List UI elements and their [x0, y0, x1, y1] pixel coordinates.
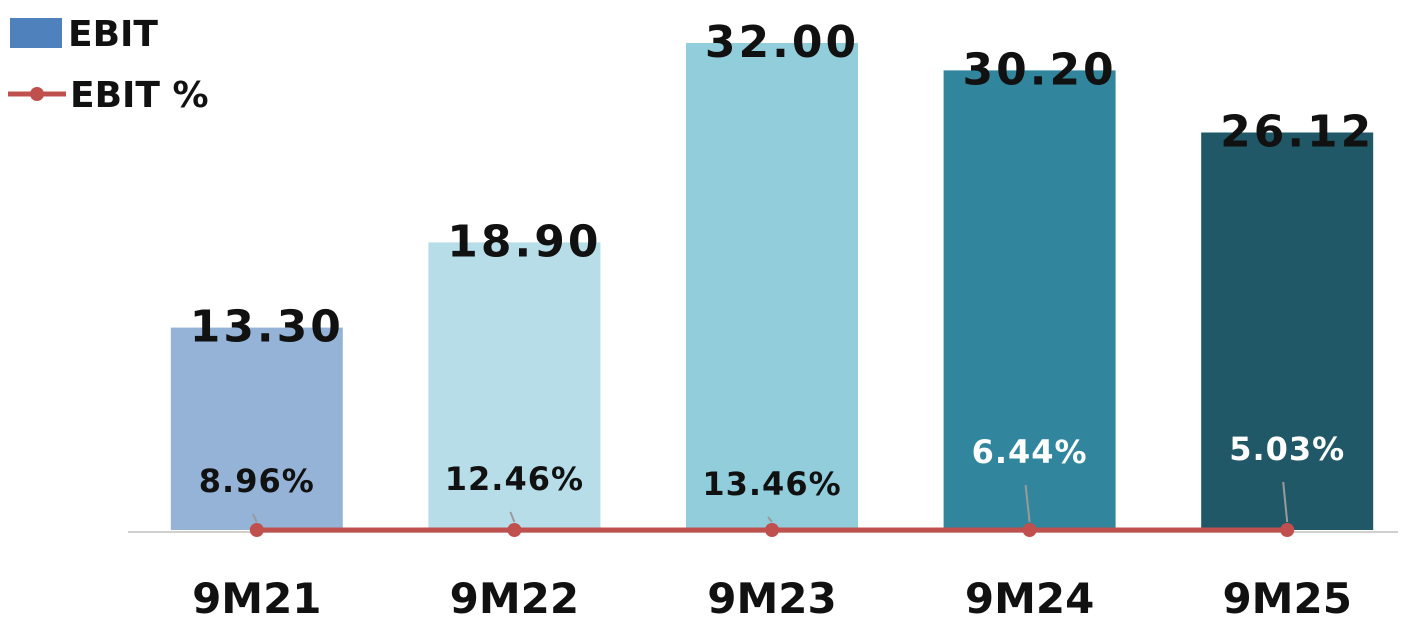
leader-line-9m22: [509, 511, 516, 523]
bar-9m22: [428, 242, 601, 530]
category-label-9m21: 9M21: [192, 574, 321, 621]
legend-label-ebit: EBIT: [68, 14, 158, 55]
category-label-9m23: 9M23: [707, 574, 836, 621]
bar-labels-layer: 13.30 18.90 32.00 30.20 26.12: [190, 17, 1374, 353]
ebit-pct-label-9m22: 12.46%: [445, 460, 584, 498]
leader-line-9m25: [1282, 481, 1289, 523]
leader-line-9m23: [767, 516, 773, 523]
legend: EBIT EBIT %: [8, 14, 209, 116]
legend-dot-ebit-pct: [30, 87, 44, 101]
pct-labels-layer: 8.96% 12.46% 13.46% 6.44% 5.03%: [199, 430, 1345, 503]
category-label-9m25: 9M25: [1222, 574, 1351, 621]
bar-value-label-9m21: 13.30: [190, 302, 344, 353]
leader-line-9m24: [1024, 484, 1031, 523]
ebit-pct-label-9m21: 8.96%: [199, 462, 315, 500]
bar-9m23: [686, 43, 858, 530]
bars-layer: [170, 43, 1374, 531]
ebit-pct-label-9m23: 13.46%: [702, 465, 841, 503]
ebit-pct-point-9m25: [1280, 523, 1295, 537]
legend-swatch-ebit: [10, 18, 62, 48]
bar-9m24: [943, 70, 1116, 531]
ebit-pct-point-9m24: [1022, 523, 1037, 537]
bar-9m21: [170, 327, 343, 530]
category-labels-layer: 9M21 9M22 9M23 9M24 9M25: [192, 574, 1352, 621]
bar-9m25: [1201, 132, 1374, 530]
bar-value-label-9m23: 32.00: [705, 17, 859, 68]
ebit-pct-point-9m23: [765, 523, 779, 537]
leader-lines-layer: [251, 481, 1289, 523]
bar-value-label-9m22: 18.90: [447, 216, 601, 267]
category-label-9m24: 9M24: [965, 574, 1094, 621]
ebit-pct-point-9m21: [249, 523, 264, 537]
ebit-pct-point-9m22: [507, 523, 522, 537]
category-label-9m22: 9M22: [450, 574, 579, 621]
ebit-pct-label-9m25: 5.03%: [1229, 430, 1345, 468]
leader-line-9m21: [251, 513, 258, 523]
ebit-pct-label-9m24: 6.44%: [972, 433, 1088, 471]
bar-value-label-9m24: 30.20: [963, 44, 1117, 95]
ebit-pct-line-layer: [249, 523, 1295, 537]
bar-value-label-9m25: 26.12: [1220, 106, 1374, 157]
legend-label-ebit-pct: EBIT %: [70, 75, 209, 116]
